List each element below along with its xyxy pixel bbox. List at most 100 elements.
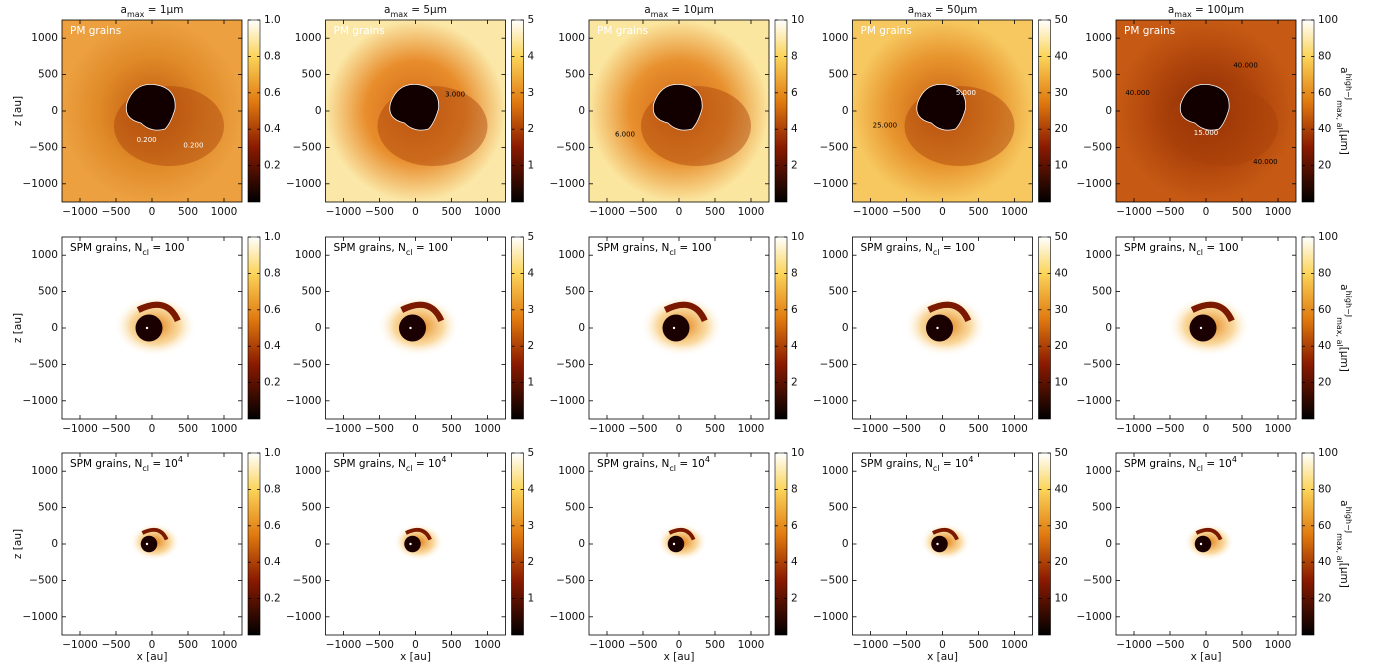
text-part: [μm] bbox=[1338, 130, 1350, 155]
text-part: a bbox=[121, 4, 127, 16]
text-part: a bbox=[1338, 284, 1350, 290]
x-tick-label: 0 bbox=[676, 423, 683, 435]
text-part: = 10 bbox=[1203, 458, 1232, 470]
x-tick-label: −500 bbox=[102, 423, 131, 435]
row-label: PM grains bbox=[861, 25, 912, 37]
colorbar-tick-label: 20 bbox=[1318, 593, 1331, 605]
text-part: [μm] bbox=[1338, 347, 1350, 372]
text-part: max bbox=[390, 10, 408, 19]
text-part: SPM grains, N bbox=[597, 242, 669, 254]
x-tick-label: 500 bbox=[968, 206, 988, 218]
row-label: SPM grains, Ncl = 104 bbox=[597, 455, 710, 473]
y-tick-label: 0 bbox=[51, 322, 58, 334]
map-star bbox=[936, 326, 939, 330]
colorbar-tick-label: 3 bbox=[528, 304, 535, 316]
contour-label: 40.000 bbox=[1125, 89, 1150, 97]
text-part: cl bbox=[1196, 464, 1203, 473]
colorbar-tick-label: 4 bbox=[528, 50, 535, 62]
colorbar-tick-label: 30 bbox=[1055, 87, 1068, 99]
text-part: 4 bbox=[705, 455, 710, 464]
map-blob bbox=[1189, 314, 1217, 342]
contour-label: 0.200 bbox=[183, 142, 203, 150]
text-part: PM grains bbox=[334, 25, 385, 37]
colorbar-tick-label: 50 bbox=[1055, 447, 1068, 459]
x-tick-label: −500 bbox=[629, 639, 658, 651]
panel: SPM grains, Ncl = 104−1000 −500 0 500 1000−1… bbox=[813, 447, 1068, 663]
colorbar-tick-label: 40 bbox=[1318, 123, 1331, 135]
colorbar-tick-label: 60 bbox=[1318, 520, 1331, 532]
text-part: [μm] bbox=[1338, 563, 1350, 588]
text-part: = 50μm bbox=[932, 4, 978, 16]
row-label: PM grains bbox=[70, 25, 121, 37]
x-tick-label: −500 bbox=[365, 206, 394, 218]
colorbar-tick-label: 5 bbox=[528, 447, 535, 459]
map-blob bbox=[926, 314, 953, 342]
colorbar-tick-label: 4 bbox=[528, 267, 535, 279]
y-tick-label: −1000 bbox=[286, 395, 322, 407]
panel: PM grains amax = 10μm 6.000 −1000 −500 0 500 10… bbox=[549, 4, 804, 218]
map-blob bbox=[931, 535, 948, 553]
y-tick-label: 0 bbox=[51, 105, 58, 117]
x-tick-label: 500 bbox=[968, 423, 988, 435]
colorbar-tick-label: 0.2 bbox=[264, 160, 281, 172]
text-part: high−J bbox=[1344, 74, 1353, 101]
text-part: SPM grains, N bbox=[334, 242, 406, 254]
colorbar-tick-label: 2 bbox=[528, 123, 535, 135]
text-part: = 10 bbox=[676, 458, 705, 470]
colorbar-tick-label: 0.4 bbox=[264, 123, 281, 135]
y-tick-label: −500 bbox=[293, 141, 322, 153]
x-tick-label: −500 bbox=[1156, 206, 1185, 218]
x-tick-label: 0 bbox=[939, 639, 946, 651]
colorbar-tick-label: 0.2 bbox=[264, 593, 281, 605]
colorbar-tick-label: 10 bbox=[1055, 160, 1068, 172]
colorbar-tick-label: 100 bbox=[1318, 231, 1338, 243]
text-part: cl bbox=[406, 248, 413, 257]
colorbar-tick-label: 80 bbox=[1318, 483, 1331, 495]
y-axis-label: z [au] bbox=[12, 313, 24, 343]
column-title: amax = 100μm bbox=[1168, 4, 1244, 19]
text-part: PM grains bbox=[70, 25, 121, 37]
colorbar-tick-label: 20 bbox=[1055, 123, 1068, 135]
x-tick-label: 500 bbox=[441, 206, 461, 218]
map-arc bbox=[400, 301, 445, 323]
y-tick-label: 0 bbox=[315, 322, 322, 334]
y-tick-label: −500 bbox=[1083, 358, 1112, 370]
x-tick-label: −500 bbox=[892, 206, 921, 218]
y-tick-label: 500 bbox=[828, 502, 848, 514]
colorbar-tick-label: 2 bbox=[528, 340, 535, 352]
colorbar-tick-label: 2 bbox=[528, 556, 535, 568]
y-tick-label: 500 bbox=[565, 502, 585, 514]
contour-label: 5.000 bbox=[956, 89, 976, 97]
x-tick-label: 500 bbox=[705, 639, 725, 651]
x-tick-label: 0 bbox=[676, 206, 683, 218]
row-label: SPM grains, Ncl = 104 bbox=[334, 455, 447, 473]
colorbar bbox=[1038, 19, 1051, 203]
y-tick-label: −500 bbox=[556, 574, 585, 586]
y-tick-label: −1000 bbox=[22, 178, 58, 190]
x-tick-label: 500 bbox=[441, 639, 461, 651]
panel: SPM grains, Ncl = 100−1000 −500 0 500 1000−1… bbox=[1076, 231, 1353, 435]
colorbar-tick-label: 3 bbox=[528, 520, 535, 532]
colorbar-tick-label: 4 bbox=[791, 123, 798, 135]
row-label: SPM grains, Ncl = 104 bbox=[70, 455, 183, 473]
y-tick-label: 1000 bbox=[822, 32, 849, 44]
text-part: cl bbox=[933, 248, 940, 257]
map-star bbox=[1199, 542, 1203, 546]
map-arc bbox=[932, 527, 959, 541]
colorbar-label: ahigh−Jmax, al[μm] bbox=[1335, 500, 1353, 588]
y-tick-label: −1000 bbox=[813, 178, 849, 190]
x-tick-label: −500 bbox=[629, 423, 658, 435]
colorbar-tick-label: 60 bbox=[1318, 87, 1331, 99]
x-tick-label: 1000 bbox=[211, 423, 238, 435]
y-tick-label: 1000 bbox=[822, 249, 849, 261]
map-star bbox=[409, 542, 412, 546]
text-part: = 10 bbox=[149, 458, 178, 470]
text-part: PM grains bbox=[861, 25, 912, 37]
colorbar-tick-label: 0.6 bbox=[264, 520, 281, 532]
x-tick-label: 1000 bbox=[211, 206, 238, 218]
contour-label: 15.000 bbox=[1194, 129, 1219, 137]
y-tick-label: −500 bbox=[1083, 141, 1112, 153]
